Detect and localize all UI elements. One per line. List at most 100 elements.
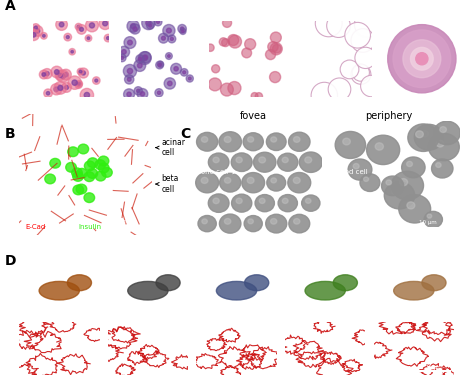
- Circle shape: [44, 89, 52, 97]
- Circle shape: [351, 29, 374, 52]
- Circle shape: [201, 177, 208, 183]
- Circle shape: [118, 46, 129, 58]
- Circle shape: [127, 20, 139, 32]
- Circle shape: [288, 172, 311, 193]
- Circle shape: [82, 71, 85, 75]
- Circle shape: [408, 124, 439, 152]
- Circle shape: [434, 121, 460, 145]
- Circle shape: [186, 75, 193, 82]
- Text: rod cell: rod cell: [342, 169, 368, 175]
- Ellipse shape: [39, 281, 80, 300]
- Circle shape: [267, 174, 286, 191]
- Circle shape: [278, 194, 297, 212]
- Circle shape: [247, 177, 254, 183]
- Circle shape: [255, 194, 274, 212]
- Circle shape: [224, 136, 231, 143]
- Circle shape: [282, 157, 288, 163]
- Circle shape: [180, 28, 186, 34]
- Circle shape: [41, 33, 47, 39]
- Circle shape: [43, 34, 45, 37]
- Circle shape: [244, 216, 262, 232]
- Circle shape: [125, 75, 134, 84]
- Text: B: B: [5, 127, 15, 141]
- Circle shape: [77, 25, 80, 28]
- Circle shape: [137, 89, 140, 92]
- Circle shape: [228, 81, 241, 95]
- Circle shape: [422, 275, 446, 291]
- Circle shape: [247, 137, 254, 142]
- Circle shape: [99, 17, 111, 30]
- Circle shape: [87, 158, 98, 168]
- Circle shape: [293, 219, 300, 224]
- Circle shape: [85, 19, 99, 32]
- Circle shape: [32, 26, 43, 36]
- Circle shape: [128, 69, 133, 74]
- Circle shape: [58, 85, 63, 91]
- Circle shape: [181, 69, 188, 76]
- Circle shape: [399, 195, 431, 223]
- Circle shape: [178, 25, 186, 33]
- Circle shape: [289, 214, 310, 233]
- Circle shape: [165, 53, 172, 60]
- Circle shape: [201, 137, 208, 142]
- Circle shape: [64, 33, 72, 41]
- Circle shape: [266, 214, 287, 233]
- Circle shape: [84, 193, 95, 202]
- Circle shape: [68, 76, 82, 89]
- Circle shape: [159, 63, 162, 66]
- Circle shape: [188, 77, 191, 80]
- Circle shape: [166, 28, 171, 33]
- Circle shape: [202, 219, 207, 224]
- Text: E-Cad: E-Cad: [26, 224, 46, 230]
- Circle shape: [197, 132, 218, 151]
- Circle shape: [72, 80, 77, 85]
- Circle shape: [130, 24, 140, 34]
- Circle shape: [50, 158, 61, 168]
- Text: 25 μm: 25 μm: [425, 365, 443, 370]
- Circle shape: [76, 80, 82, 87]
- Circle shape: [118, 54, 126, 62]
- Circle shape: [138, 52, 151, 64]
- Circle shape: [251, 92, 258, 99]
- Circle shape: [42, 73, 46, 76]
- Circle shape: [75, 23, 82, 30]
- Circle shape: [131, 24, 136, 28]
- Circle shape: [104, 34, 112, 42]
- Circle shape: [436, 163, 441, 168]
- Ellipse shape: [216, 281, 257, 300]
- Circle shape: [382, 176, 404, 196]
- Circle shape: [271, 137, 277, 142]
- Circle shape: [219, 173, 241, 192]
- Circle shape: [315, 10, 342, 37]
- Circle shape: [133, 27, 137, 31]
- Circle shape: [407, 202, 415, 209]
- Circle shape: [403, 40, 441, 78]
- Circle shape: [228, 34, 239, 45]
- Circle shape: [259, 157, 265, 163]
- Circle shape: [69, 49, 75, 55]
- Circle shape: [168, 55, 170, 57]
- Circle shape: [92, 77, 100, 84]
- Circle shape: [440, 127, 447, 133]
- Circle shape: [55, 70, 59, 74]
- Circle shape: [31, 33, 36, 37]
- Circle shape: [209, 78, 221, 91]
- Circle shape: [56, 19, 67, 30]
- Circle shape: [393, 30, 451, 88]
- Circle shape: [163, 25, 175, 37]
- Circle shape: [273, 44, 281, 53]
- Circle shape: [242, 172, 264, 193]
- Circle shape: [270, 32, 281, 43]
- Circle shape: [87, 37, 90, 39]
- Circle shape: [45, 174, 55, 184]
- Circle shape: [128, 40, 132, 45]
- Circle shape: [242, 48, 252, 58]
- Circle shape: [167, 81, 172, 86]
- Circle shape: [138, 57, 142, 61]
- Circle shape: [28, 29, 39, 41]
- Circle shape: [301, 195, 320, 211]
- Circle shape: [311, 82, 337, 109]
- Circle shape: [77, 25, 86, 34]
- Circle shape: [124, 37, 136, 49]
- Circle shape: [155, 89, 163, 97]
